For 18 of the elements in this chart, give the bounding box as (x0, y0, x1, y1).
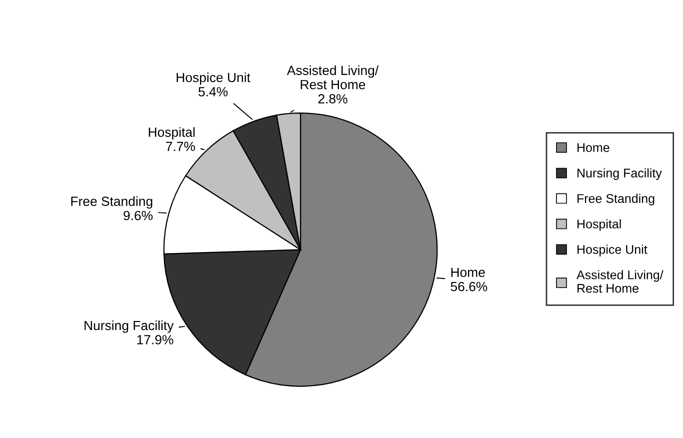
slice-label: Nursing Facility (84, 320, 174, 333)
data-label: 56.6% (450, 282, 488, 292)
data-label: 5.4% (198, 87, 228, 96)
legend-label: Hospice Unit (578, 244, 648, 256)
legend-label: Home (578, 143, 610, 152)
legend-label: Free Standing (578, 194, 654, 206)
legend-label: Assisted Living/ Rest Home (576, 270, 664, 293)
legend-label: Hospital (578, 219, 621, 231)
legend-label: Nursing Facility (578, 168, 662, 180)
data-label: 17.9% (137, 335, 174, 344)
data-label: 9.6% (124, 210, 153, 220)
slice-label: Hospital (148, 127, 195, 140)
slice-label: Home (451, 268, 485, 278)
slice-label: Assisted Living/ Rest Home (286, 65, 379, 90)
slice-label: Free Standing (71, 196, 152, 209)
data-label: 7.7% (166, 142, 195, 152)
data-label: 2.8% (318, 94, 348, 104)
slice-label: Hospice Unit (176, 72, 250, 85)
